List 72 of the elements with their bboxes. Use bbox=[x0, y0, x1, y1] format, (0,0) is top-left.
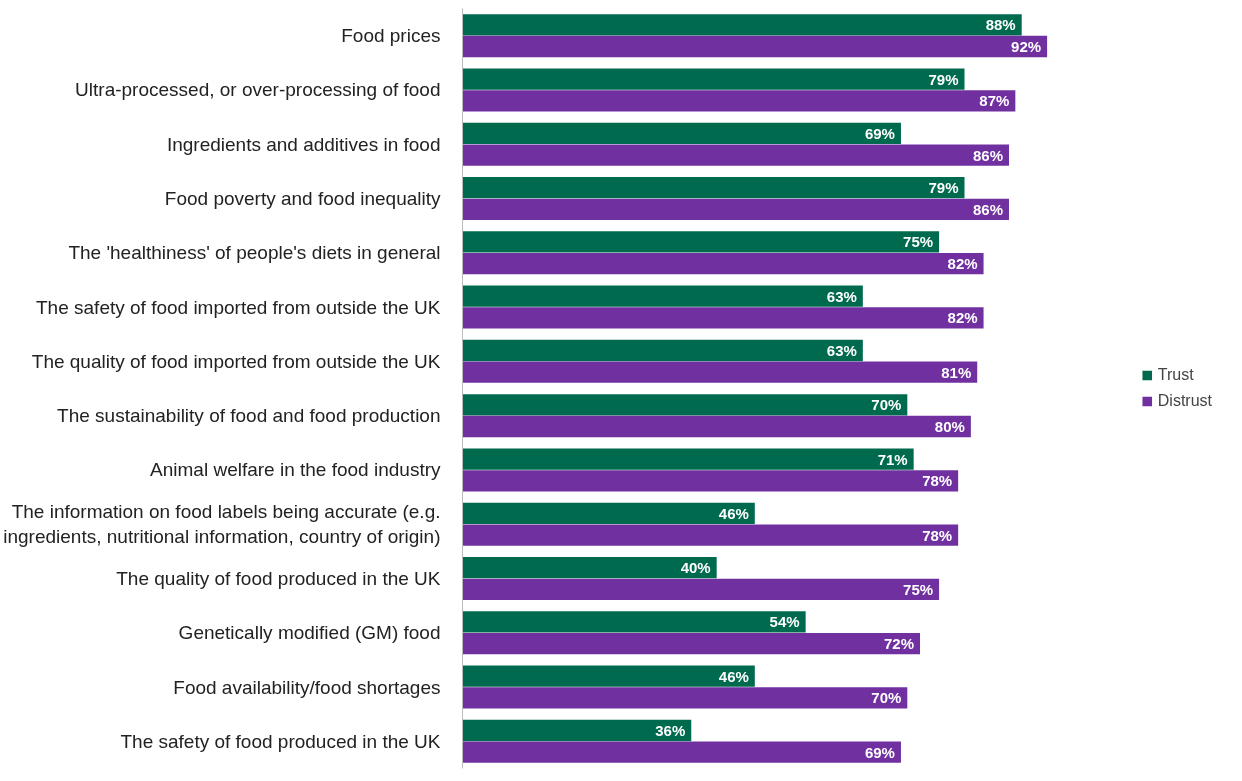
data-label: 92% bbox=[1011, 38, 1042, 55]
bar bbox=[462, 339, 863, 362]
bar bbox=[462, 719, 692, 742]
data-label: 81% bbox=[941, 363, 972, 381]
data-label: 78% bbox=[922, 472, 953, 490]
data-label: 82% bbox=[947, 309, 978, 327]
bar bbox=[462, 524, 959, 546]
bar bbox=[462, 665, 755, 687]
y-tick-label: The sustainability of food and food production bbox=[57, 405, 441, 427]
bar bbox=[462, 687, 908, 709]
bar bbox=[462, 253, 984, 275]
bar bbox=[462, 122, 901, 144]
data-label: 79% bbox=[928, 70, 959, 88]
data-label: 86% bbox=[972, 146, 1003, 164]
legend-label: Trust bbox=[1157, 366, 1194, 384]
bar bbox=[462, 285, 863, 307]
y-tick-label: Food poverty and food inequality bbox=[164, 188, 441, 209]
data-label: 75% bbox=[903, 580, 934, 598]
data-label: 75% bbox=[903, 233, 934, 251]
bar bbox=[462, 578, 940, 600]
bar bbox=[462, 557, 717, 579]
bar bbox=[462, 68, 965, 90]
data-label: 87% bbox=[979, 92, 1010, 110]
data-label: 69% bbox=[864, 743, 895, 761]
data-label: 88% bbox=[985, 16, 1016, 34]
bar bbox=[462, 741, 901, 763]
y-tick-label: The 'healthiness' of people's diets in general bbox=[68, 242, 441, 264]
bar bbox=[462, 470, 959, 492]
y-tick-label: Food prices bbox=[341, 25, 441, 47]
bar bbox=[462, 198, 1009, 220]
data-label: 40% bbox=[680, 559, 711, 577]
bar bbox=[462, 611, 806, 633]
data-label: 63% bbox=[826, 342, 857, 359]
y-tick-label: Animal welfare in the food industry bbox=[150, 459, 441, 481]
bar bbox=[462, 90, 1016, 112]
y-tick-label: The safety of food imported from outside the UK bbox=[36, 296, 441, 318]
bar bbox=[462, 35, 1048, 58]
data-label: 70% bbox=[871, 396, 902, 414]
bar bbox=[462, 502, 755, 524]
legend-label: Distrust bbox=[1157, 392, 1212, 410]
y-tick-label: Genetically modified (GM) food bbox=[178, 622, 441, 644]
bar bbox=[462, 361, 978, 383]
y-tick-label: Ingredients and additives in food bbox=[166, 133, 441, 155]
data-label: 79% bbox=[928, 179, 959, 197]
data-label: 80% bbox=[934, 418, 965, 435]
y-tick-label: The quality of food produced in the UK bbox=[116, 568, 441, 589]
data-label: 86% bbox=[972, 200, 1003, 218]
y-tick-label: Ultra-processed, or over-processing of food bbox=[75, 79, 441, 101]
bar bbox=[462, 415, 971, 438]
y-tick-label: The information on food labels being accurate (e.g. ingredients, nutritional information, country of origin) bbox=[3, 501, 441, 548]
data-label: 46% bbox=[718, 504, 749, 522]
data-label: 54% bbox=[769, 613, 800, 631]
data-label: 46% bbox=[718, 667, 749, 685]
bar bbox=[462, 307, 984, 329]
bar bbox=[462, 633, 921, 655]
data-label: 36% bbox=[655, 722, 686, 739]
bar bbox=[462, 394, 908, 416]
data-label: 70% bbox=[871, 689, 902, 707]
y-tick-label: Food availability/food shortages bbox=[173, 676, 441, 698]
bar bbox=[462, 231, 940, 253]
y-tick-label: The quality of food imported from outside the UK bbox=[31, 350, 441, 372]
data-label: 78% bbox=[922, 526, 953, 544]
y-tick-label: The safety of food produced in the UK bbox=[120, 730, 441, 752]
data-label: 63% bbox=[826, 287, 857, 305]
bar bbox=[462, 177, 965, 199]
bar bbox=[462, 144, 1009, 166]
data-label: 82% bbox=[947, 255, 978, 273]
data-label: 72% bbox=[884, 635, 915, 653]
data-label: 71% bbox=[877, 450, 908, 468]
data-label: 69% bbox=[864, 124, 895, 142]
bar bbox=[462, 14, 1022, 36]
bar bbox=[462, 448, 914, 470]
